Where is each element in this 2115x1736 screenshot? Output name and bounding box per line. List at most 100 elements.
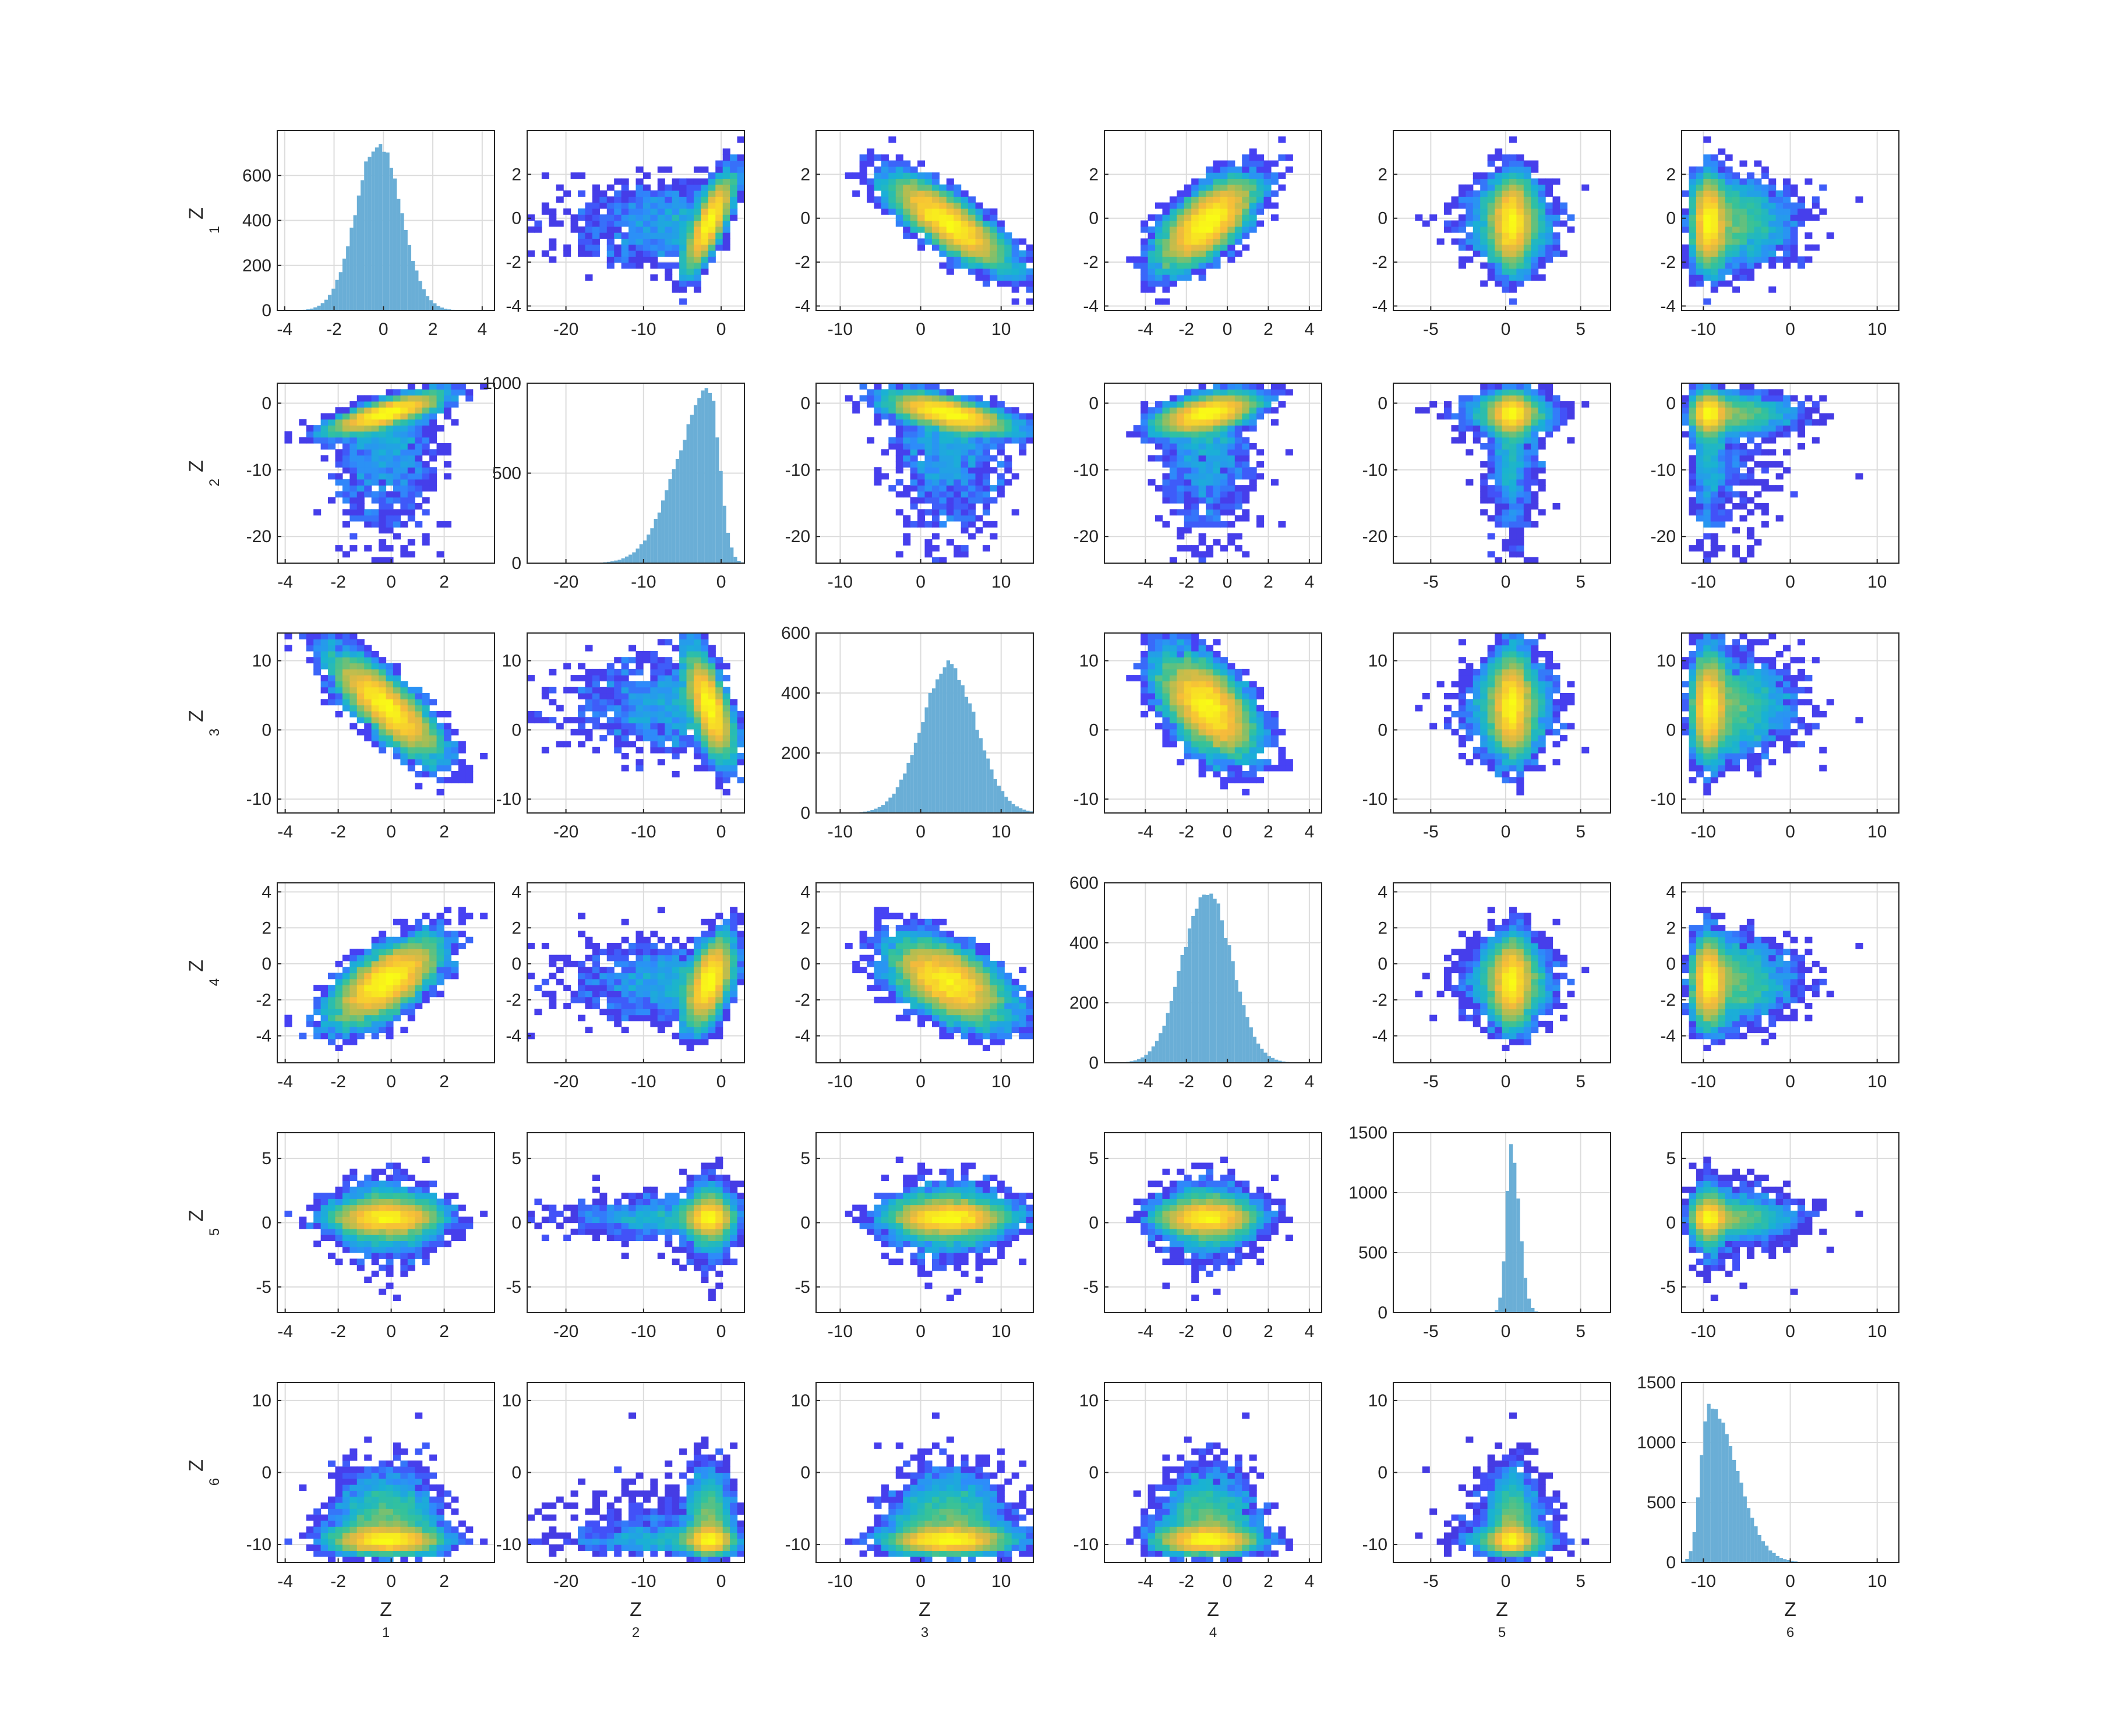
panel-r2-c4-heat-cell [1169,557,1177,564]
panel-r2-c3-heat-cell [961,437,969,444]
panel-r2-c1-heat-cell [407,461,415,468]
panel-r3-c5-heat-cell [1523,663,1531,670]
panel-r1-c6-heat-cell [1710,178,1718,185]
panel-r1-c6-heat-cell [1790,208,1798,215]
panel-r1-c6-heat-cell [1725,196,1733,203]
panel-r1-c6-heat-cell [1812,202,1820,209]
panel-r3-c5-heat-cell [1480,729,1488,736]
panel-r3-c2-heat-cell [606,693,615,699]
panel-r1-c4-heat-cell [1263,190,1272,197]
panel-r1-c4-heat-cell [1249,226,1257,233]
panel-r1-c2-heat-cell [635,238,644,245]
panel-r2-c1-heat-cell [379,515,387,522]
panel-r2-c6-heat-cell [1783,419,1791,426]
panel-r3-c2-heat-cell [708,723,716,730]
panel-r2-c3-heat-cell [982,509,990,516]
panel-r2-c1-heat-cell [386,443,394,450]
panel-r3-c5-heat-cell [1516,729,1524,736]
panel-r1-c2-heat-cell [715,196,723,203]
panel-r3-c4-heat-cell [1234,765,1242,772]
panel-r1-c3-heat-cell [961,226,969,233]
panel-r2-c6-heat-cell [1703,437,1711,444]
panel-r2-c4-heat-cell [1234,443,1242,450]
panel-r3-c1-heat-cell [306,633,314,639]
panel-r2-c4-heat-cell [1213,401,1221,408]
panel-r3-c2-heat-cell [556,741,564,748]
panel-r2-c6-heat-cell [1718,485,1726,492]
panel-r1-c3-heat-cell [1011,256,1019,263]
panel-r1-c4-heat-cell [1206,250,1214,257]
panel-r2-c3-heat-cell [903,515,911,522]
panel-r2-c6-heat-cell [1746,395,1754,402]
panel-r2-c4-heat-cell [1270,383,1279,390]
panel-r3-c4-heat-cell [1206,705,1214,712]
panel-r3-c4-heat-cell [1155,705,1163,712]
panel-r3-c4-heat-cell [1220,687,1228,694]
panel-r1-c2-heat-cell [672,238,680,245]
panel-r1-c4-heat-cell [1191,202,1199,209]
panel-r3-c2-heat-cell [701,735,709,741]
panel-r3-c2-heat-cell [635,765,644,772]
panel-r2-c1-heat-cell [400,407,408,414]
panel-r3-c1-heat-cell [306,657,314,664]
panel-r1-c5-heat-cell [1516,232,1524,239]
panel-r2-c1-heat-cell [407,395,415,402]
panel-r2-c3-heat-cell [939,437,947,444]
panel-r1-c2-heat-cell [621,184,629,191]
panel-r3-c3-hist-bar [874,808,878,813]
panel-r3-c3-hist-bar [997,786,1001,813]
panel-r2-c1-heat-cell [342,431,350,438]
panel-r1-c3: -10 0 10-4-202 [795,130,1034,339]
panel-r2-c1-heat-cell [407,539,415,546]
panel-r3-c4-heat-cell [1256,723,1265,730]
panel-r1-c6-heat-cell [1754,178,1762,185]
panel-r2-c6-heat-cell [1718,383,1726,390]
panel-r3-c5-heat-cell [1523,759,1531,766]
panel-r3-c4-heat-cell [1177,675,1185,681]
panel-r1-c5-heat-cell [1473,226,1481,233]
panel-r3-c5-heat-cell [1422,693,1430,699]
panel-r1-c4-heat-cell [1177,244,1185,251]
panel-r2-c1-heat-cell [306,431,314,438]
panel-r2-c4-heat-cell [1234,497,1242,504]
panel-r3-c5-heat-cell [1487,747,1495,754]
panel-r2-c5-heat-cell [1458,401,1466,408]
panel-r2-c4-heat-cell [1220,509,1228,516]
panel-r2-c5-heat-cell [1523,557,1531,564]
panel-r3-c5-heat-cell [1552,675,1560,681]
panel-r1-c5-heat-cell [1495,244,1503,251]
panel-r2-c5-heat-cell [1480,473,1488,480]
panel-r1-c4-heat-cell [1162,202,1170,209]
panel-r2-c4-heat-cell [1198,437,1206,444]
panel-r1-c3-heat-cell [1026,274,1034,281]
panel-r2-c3-heat-cell [939,449,947,456]
panel-r2-c2-hist-bar [624,556,629,563]
panel-r3-c4-heat-cell [1155,645,1163,652]
panel-r3-c1-heat-cell [320,699,329,706]
panel-r2-c4-heat-cell [1220,485,1228,492]
panel-r2-c6-heat-cell [1790,425,1798,432]
panel-r3-c1-heat-cell [436,710,444,717]
panel-r3-c4-heat-cell [1227,699,1235,706]
panel-r3-c4-heat-cell [1169,687,1177,694]
panel-r1-c6-heat-cell [1725,166,1733,173]
panel-r1-c3-heat-cell [1026,286,1034,293]
panel-r2-c5-heat-cell [1487,383,1495,390]
panel-r2-c1-heat-cell [407,383,415,390]
panel-r1-c4-heat-cell [1191,268,1199,275]
panel-r2-c6-heat-cell [1732,419,1740,426]
panel-r2-c1-heat-cell [393,431,401,438]
panel-r1-c3-ytick-label: 2 [800,165,810,184]
panel-r3-c1-heat-cell [443,747,451,754]
panel-r3-c1-heat-cell [393,669,401,676]
panel-r2-c3-heat-cell [954,491,962,498]
panel-r1-c2-xtick-label: -10 [631,320,656,339]
panel-r2-c4-heat-cell [1169,461,1177,468]
panel-r2-c4-heat-cell [1242,491,1250,498]
panel-r3-c1-heat-cell [342,675,350,681]
panel-r2-c5-heat-cell [1509,461,1517,468]
panel-r3-c2-heat-cell [614,710,622,717]
panel-r3-c2-heat-cell [642,687,651,694]
panel-r3-c2-heat-cell [629,669,637,676]
panel-r2-c1-heat-cell [451,389,459,396]
